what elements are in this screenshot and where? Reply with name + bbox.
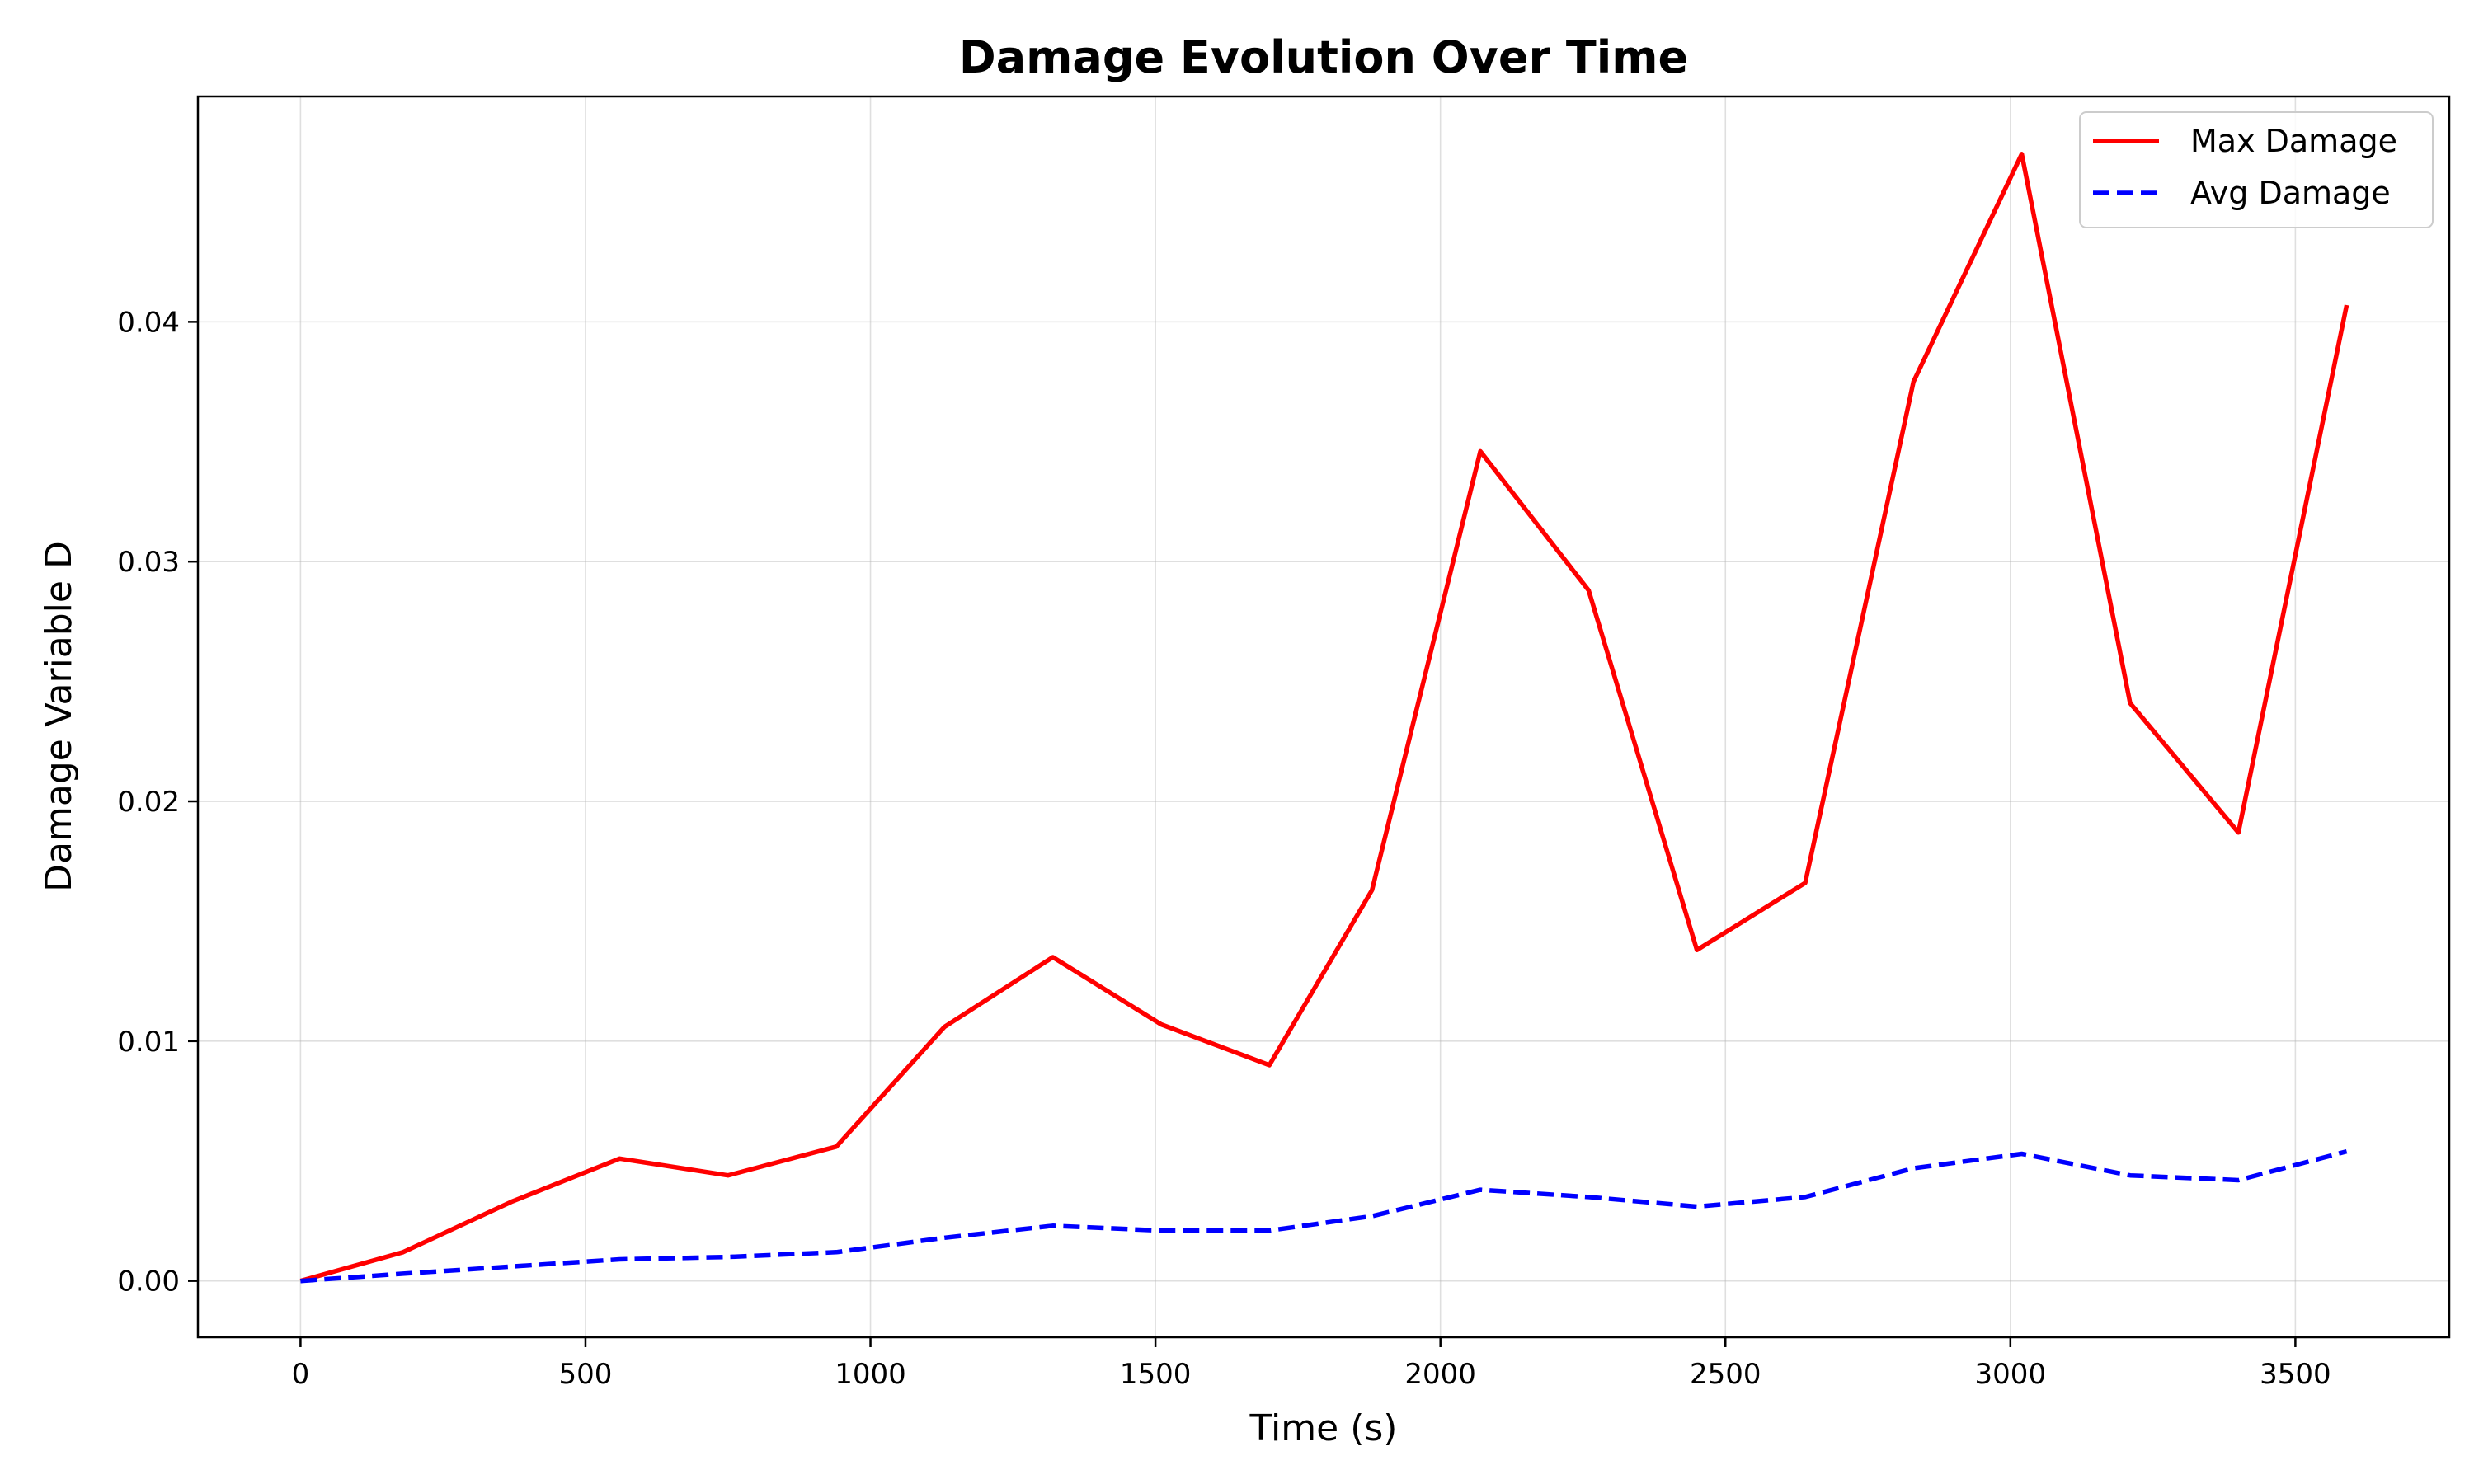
y-tick-label: 0.00	[117, 1266, 180, 1298]
x-tick-label: 500	[559, 1358, 613, 1391]
legend-label: Max Damage	[2190, 123, 2397, 159]
grid-lines	[198, 96, 2449, 1337]
plot-area-frame	[196, 95, 2451, 1339]
axis-ticks: 0 500 1000 1500 2000 2500 3000 3500 0.00 0.01 0.02…	[117, 306, 2331, 1391]
series-line-max-damage	[299, 152, 2349, 1284]
y-tick-label: 0.04	[117, 306, 180, 339]
y-axis-label: Damage Variable D	[38, 541, 80, 892]
x-tick-label: 3000	[1975, 1358, 2047, 1391]
x-axis-label: Time (s)	[1249, 1407, 1398, 1449]
x-tick-label: 3500	[2260, 1358, 2331, 1391]
legend-box	[2079, 111, 2434, 228]
x-tick-label: 2500	[1690, 1358, 1761, 1391]
series-lines	[299, 152, 2349, 1284]
x-tick-label: 0	[292, 1358, 310, 1391]
y-tick-label: 0.03	[117, 546, 180, 579]
series-line-avg-damage	[300, 1148, 2348, 1284]
x-tick-label: 2000	[1404, 1358, 1476, 1391]
legend: Max Damage Avg Damage	[2079, 111, 2434, 228]
x-tick-label: 1500	[1120, 1358, 1192, 1391]
legend-label: Avg Damage	[2190, 175, 2391, 211]
y-tick-label: 0.01	[117, 1026, 180, 1059]
chart-title: Damage Evolution Over Time	[959, 31, 1688, 83]
x-tick-label: 1000	[835, 1358, 906, 1391]
y-tick-label: 0.02	[117, 786, 180, 819]
